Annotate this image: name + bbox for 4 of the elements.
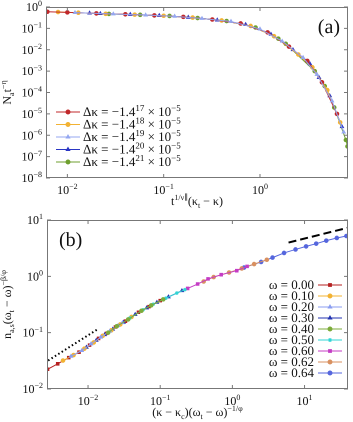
- y-axis-title: na,s(ωt − ω)−β/φ: [0, 270, 16, 339]
- annotation: (a): [318, 16, 340, 38]
- y-axis-title: Nat−η: [0, 80, 16, 105]
- annotation: (b): [59, 229, 82, 251]
